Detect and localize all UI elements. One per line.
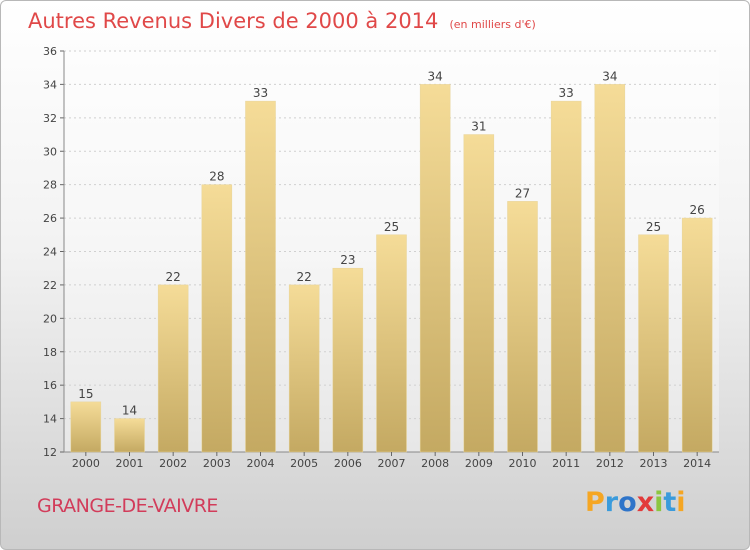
bar: [332, 267, 364, 453]
x-tick-label: 2003: [203, 457, 231, 470]
bar-value-label: 34: [602, 69, 617, 83]
y-tick-label: 22: [43, 279, 57, 292]
bar-value-label: 31: [471, 120, 486, 134]
x-tick-label: 2012: [596, 457, 624, 470]
bar-value-label: 22: [166, 270, 181, 284]
x-tick-label: 2011: [552, 457, 580, 470]
x-tick-label: 2000: [72, 457, 100, 470]
x-tick-label: 2001: [116, 457, 144, 470]
logo-letter: i: [654, 487, 664, 518]
bar-value-label: 26: [690, 203, 705, 217]
x-tick-label: 2010: [509, 457, 537, 470]
logo-letter: o: [618, 487, 637, 518]
bar: [114, 418, 145, 453]
logo-letter: t: [663, 487, 677, 518]
x-tick-label: 2004: [247, 457, 275, 470]
bar: [594, 84, 626, 453]
bar: [288, 284, 320, 453]
y-tick-label: 14: [43, 413, 57, 426]
chart-title-block: Autres Revenus Divers de 2000 à 2014 (en…: [28, 9, 536, 33]
logo-letter: i: [676, 487, 686, 518]
bar: [507, 201, 538, 453]
bar: [419, 84, 451, 453]
x-tick-label: 2008: [421, 457, 449, 470]
bar-value-label: 34: [428, 69, 443, 83]
bar-value-label: 23: [340, 253, 355, 267]
place-name: GRANGE-DE-VAIVRE: [37, 495, 218, 517]
bar: [550, 100, 582, 453]
bar-value-label: 27: [515, 186, 530, 200]
y-tick-label: 12: [43, 446, 57, 459]
bar-value-label: 22: [297, 270, 312, 284]
bar: [70, 401, 102, 453]
logo-letter: P: [585, 487, 605, 518]
y-tick-label: 16: [43, 379, 57, 392]
bar-value-label: 14: [122, 404, 137, 418]
x-tick-label: 2009: [465, 457, 493, 470]
y-tick-label: 20: [43, 312, 57, 325]
x-tick-label: 2006: [334, 457, 362, 470]
bar: [681, 217, 713, 453]
chart-title: Autres Revenus Divers de 2000 à 2014: [28, 9, 439, 33]
bar: [157, 284, 189, 453]
bar: [245, 100, 276, 453]
y-tick-label: 36: [43, 45, 57, 58]
y-tick-label: 18: [43, 346, 57, 359]
x-tick-label: 2007: [378, 457, 406, 470]
x-tick-label: 2005: [290, 457, 318, 470]
bar-value-label: 15: [78, 387, 93, 401]
bar-value-label: 28: [209, 170, 224, 184]
x-tick-label: 2013: [640, 457, 668, 470]
logo-letter: x: [636, 487, 655, 518]
y-tick-label: 28: [43, 179, 57, 192]
y-tick-label: 26: [43, 212, 57, 225]
bar-value-label: 25: [384, 220, 399, 234]
x-tick-label: 2002: [159, 457, 187, 470]
logo-letter: r: [604, 487, 619, 518]
bar-value-label: 33: [253, 86, 268, 100]
bar-value-label: 33: [559, 86, 574, 100]
y-tick-label: 24: [43, 246, 57, 259]
y-tick-label: 34: [43, 78, 57, 91]
y-tick-label: 30: [43, 145, 57, 158]
chart-unit-note: (en milliers d'€): [449, 18, 536, 31]
bar-value-label: 25: [646, 220, 661, 234]
bar: [638, 234, 669, 453]
x-tick-label: 2014: [683, 457, 711, 470]
bar: [376, 234, 407, 453]
bar: [463, 134, 495, 453]
bar: [201, 184, 233, 453]
proxiti-logo[interactable]: Proxiti: [585, 487, 686, 518]
y-tick-label: 32: [43, 112, 57, 125]
